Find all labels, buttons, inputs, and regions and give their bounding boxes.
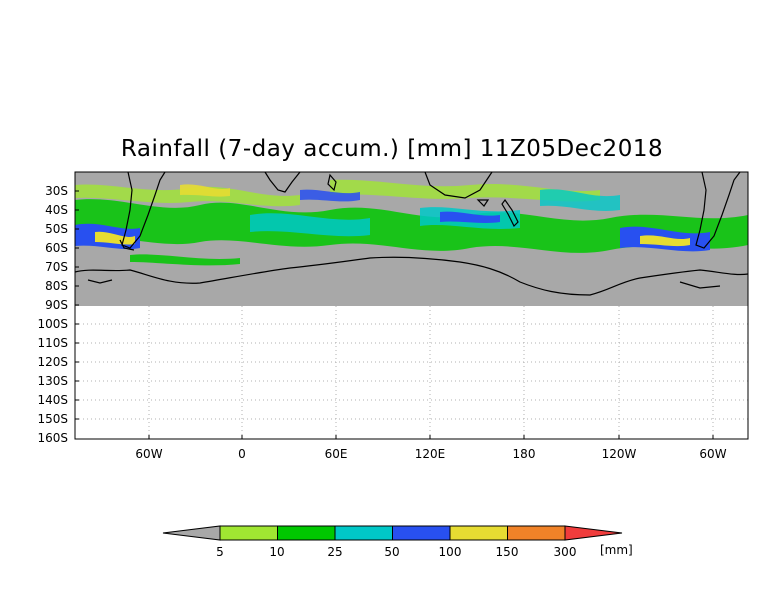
legend-label: 100 <box>438 545 462 559</box>
xtick-label: 60W <box>135 447 163 461</box>
colorbar <box>162 525 623 541</box>
colorbar-box-3 <box>334 525 393 541</box>
xtick-label: 0 <box>238 447 246 461</box>
legend-label: 10 <box>269 545 285 559</box>
map-title: Rainfall (7-day accum.) [mm] 11Z05Dec201… <box>120 136 664 162</box>
xtick-label: 60W <box>699 447 727 461</box>
ytick-label: 100S <box>37 317 68 331</box>
ytick-label: 110S <box>37 336 68 350</box>
xtick-label: 120W <box>601 447 637 461</box>
xtick-label: 180 <box>512 447 536 461</box>
gridlines <box>75 306 748 439</box>
legend-label: 50 <box>384 545 400 559</box>
colorbar-box-2 <box>277 525 336 541</box>
legend-label: 25 <box>327 545 343 559</box>
ytick-label: 140S <box>37 393 68 407</box>
xtick-label: 120E <box>414 447 446 461</box>
colorbar-high-arrow <box>564 525 623 541</box>
colorbar-box-5 <box>449 525 508 541</box>
ytick-label: 160S <box>37 431 68 445</box>
colorbar-low-arrow <box>162 525 221 541</box>
ytick-label: 90S <box>45 298 68 312</box>
ytick-label: 130S <box>37 374 68 388</box>
ytick-label: 120S <box>37 355 68 369</box>
legend-unit: [mm] <box>600 543 633 557</box>
ytick-label: 150S <box>37 412 68 426</box>
xtick-label: 60E <box>324 447 348 461</box>
coastlines <box>74 171 749 296</box>
colorbar-box-1 <box>219 525 278 541</box>
ytick-label: 70S <box>45 260 68 274</box>
colorbar-box-4 <box>392 525 451 541</box>
legend-label: 5 <box>216 545 224 559</box>
ytick-label: 30S <box>45 184 68 198</box>
ytick-label: 50S <box>45 222 68 236</box>
ytick-label: 60S <box>45 241 68 255</box>
blank-region <box>75 306 748 439</box>
ytick-label: 40S <box>45 203 68 217</box>
legend-label: 300 <box>553 545 577 559</box>
tick-marks <box>75 190 714 439</box>
rain-bands <box>75 179 748 266</box>
legend-label: 150 <box>495 545 519 559</box>
colorbar-box-6 <box>507 525 566 541</box>
ytick-label: 80S <box>45 279 68 293</box>
